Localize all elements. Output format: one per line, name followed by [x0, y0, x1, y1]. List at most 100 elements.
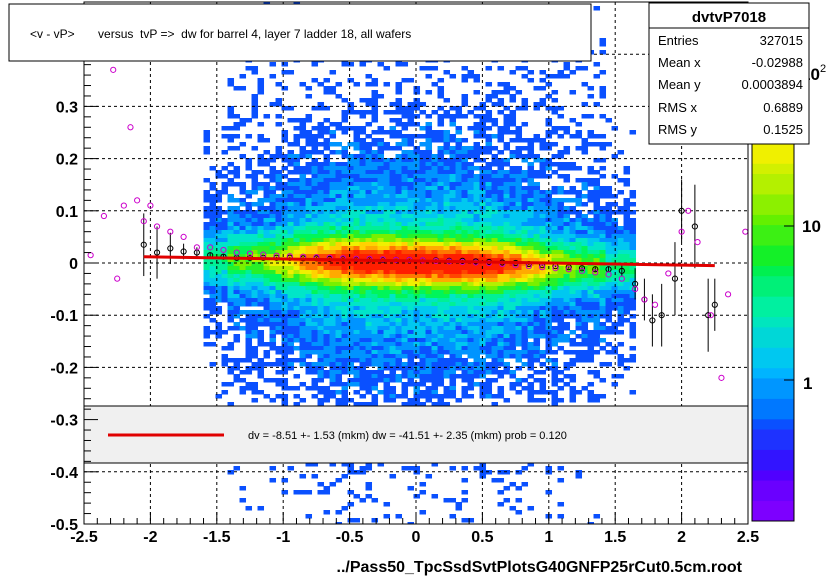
heatmap-cell [618, 302, 625, 307]
heatmap-cell [276, 170, 283, 175]
heatmap-cell [378, 154, 385, 159]
heatmap-cell [384, 318, 391, 323]
heatmap-cell [504, 314, 511, 319]
heatmap-cell [468, 314, 475, 319]
heatmap-cell [390, 194, 397, 199]
heatmap-cell [336, 326, 343, 331]
heatmap-cell [318, 218, 325, 223]
heatmap-cell [582, 214, 589, 219]
heatmap-cell [402, 110, 409, 115]
heatmap-cell [330, 86, 337, 91]
heatmap-cell [510, 98, 517, 103]
heatmap-cell [534, 186, 541, 191]
heatmap-cell [540, 322, 547, 327]
heatmap-cell [288, 246, 295, 251]
heatmap-cell [384, 198, 391, 203]
heatmap-cell [624, 286, 631, 291]
heatmap-cell [516, 274, 523, 279]
heatmap-cell [312, 370, 319, 375]
heatmap-cell [342, 382, 349, 387]
x-tick-label: -0.5 [336, 529, 364, 546]
heatmap-cell [390, 278, 397, 283]
heatmap-cell [300, 130, 307, 135]
heatmap-cell [396, 358, 403, 363]
heatmap-cell [540, 298, 547, 303]
heatmap-cell [240, 142, 247, 147]
heatmap-cell [348, 110, 355, 115]
heatmap-cell [300, 166, 307, 171]
heatmap-cell [348, 218, 355, 223]
heatmap-cell [276, 222, 283, 227]
heatmap-cell [540, 282, 547, 287]
heatmap-cell [300, 146, 307, 151]
heatmap-cell [564, 306, 571, 311]
heatmap-cell [540, 378, 547, 383]
heatmap-cell [318, 354, 325, 359]
heatmap-cell [336, 290, 343, 295]
heatmap-cell [444, 326, 451, 331]
heatmap-cell [360, 358, 367, 363]
heatmap-cell [456, 110, 463, 115]
heatmap-cell [354, 382, 361, 387]
heatmap-cell [318, 482, 325, 487]
heatmap-cell [390, 186, 397, 191]
heatmap-cell [456, 138, 463, 143]
heatmap-cell [510, 174, 517, 179]
heatmap-cell [474, 318, 481, 323]
heatmap-cell [234, 266, 241, 271]
heatmap-cell [630, 314, 637, 319]
heatmap-cell [474, 238, 481, 243]
heatmap-cell [534, 346, 541, 351]
heatmap-cell [390, 170, 397, 175]
heatmap-cell [288, 306, 295, 311]
heatmap-cell [450, 306, 457, 311]
heatmap-cell [294, 218, 301, 223]
heatmap-cell [444, 206, 451, 211]
heatmap-cell [342, 118, 349, 123]
heatmap-cell [528, 138, 535, 143]
heatmap-cell [594, 318, 601, 323]
heatmap-cell [294, 386, 301, 391]
heatmap-cell [372, 374, 379, 379]
heatmap-cell [570, 254, 577, 259]
heatmap-cell [312, 386, 319, 391]
heatmap-cell [222, 382, 229, 387]
heatmap-cell [204, 238, 211, 243]
heatmap-cell [456, 366, 463, 371]
heatmap-cell [270, 170, 277, 175]
heatmap-cell [474, 178, 481, 183]
heatmap-cell [492, 202, 499, 207]
heatmap-cell [288, 282, 295, 287]
heatmap-cell [348, 142, 355, 147]
heatmap-cell [294, 186, 301, 191]
heatmap-cell [594, 374, 601, 379]
heatmap-cell [246, 278, 253, 283]
heatmap-cell [420, 238, 427, 243]
heatmap-cell [360, 202, 367, 207]
heatmap-cell [540, 310, 547, 315]
heatmap-cell [474, 278, 481, 283]
heatmap-cell [354, 110, 361, 115]
heatmap-cell [426, 278, 433, 283]
heatmap-cell [240, 238, 247, 243]
heatmap-cell [270, 102, 277, 107]
heatmap-cell [426, 190, 433, 195]
heatmap-cell [252, 334, 259, 339]
heatmap-cell [294, 154, 301, 159]
heatmap-cell [294, 230, 301, 235]
heatmap-cell [204, 194, 211, 199]
heatmap-cell [234, 282, 241, 287]
heatmap-cell [474, 214, 481, 219]
heatmap-cell [306, 86, 313, 91]
heatmap-cell [444, 278, 451, 283]
heatmap-cell [366, 182, 373, 187]
heatmap-cell [600, 314, 607, 319]
heatmap-cell [318, 202, 325, 207]
heatmap-cell [630, 326, 637, 331]
heatmap-cell [606, 246, 613, 251]
heatmap-cell [300, 238, 307, 243]
heatmap-cell [222, 134, 229, 139]
heatmap-cell [378, 190, 385, 195]
heatmap-cell [288, 322, 295, 327]
heatmap-cell [420, 482, 427, 487]
